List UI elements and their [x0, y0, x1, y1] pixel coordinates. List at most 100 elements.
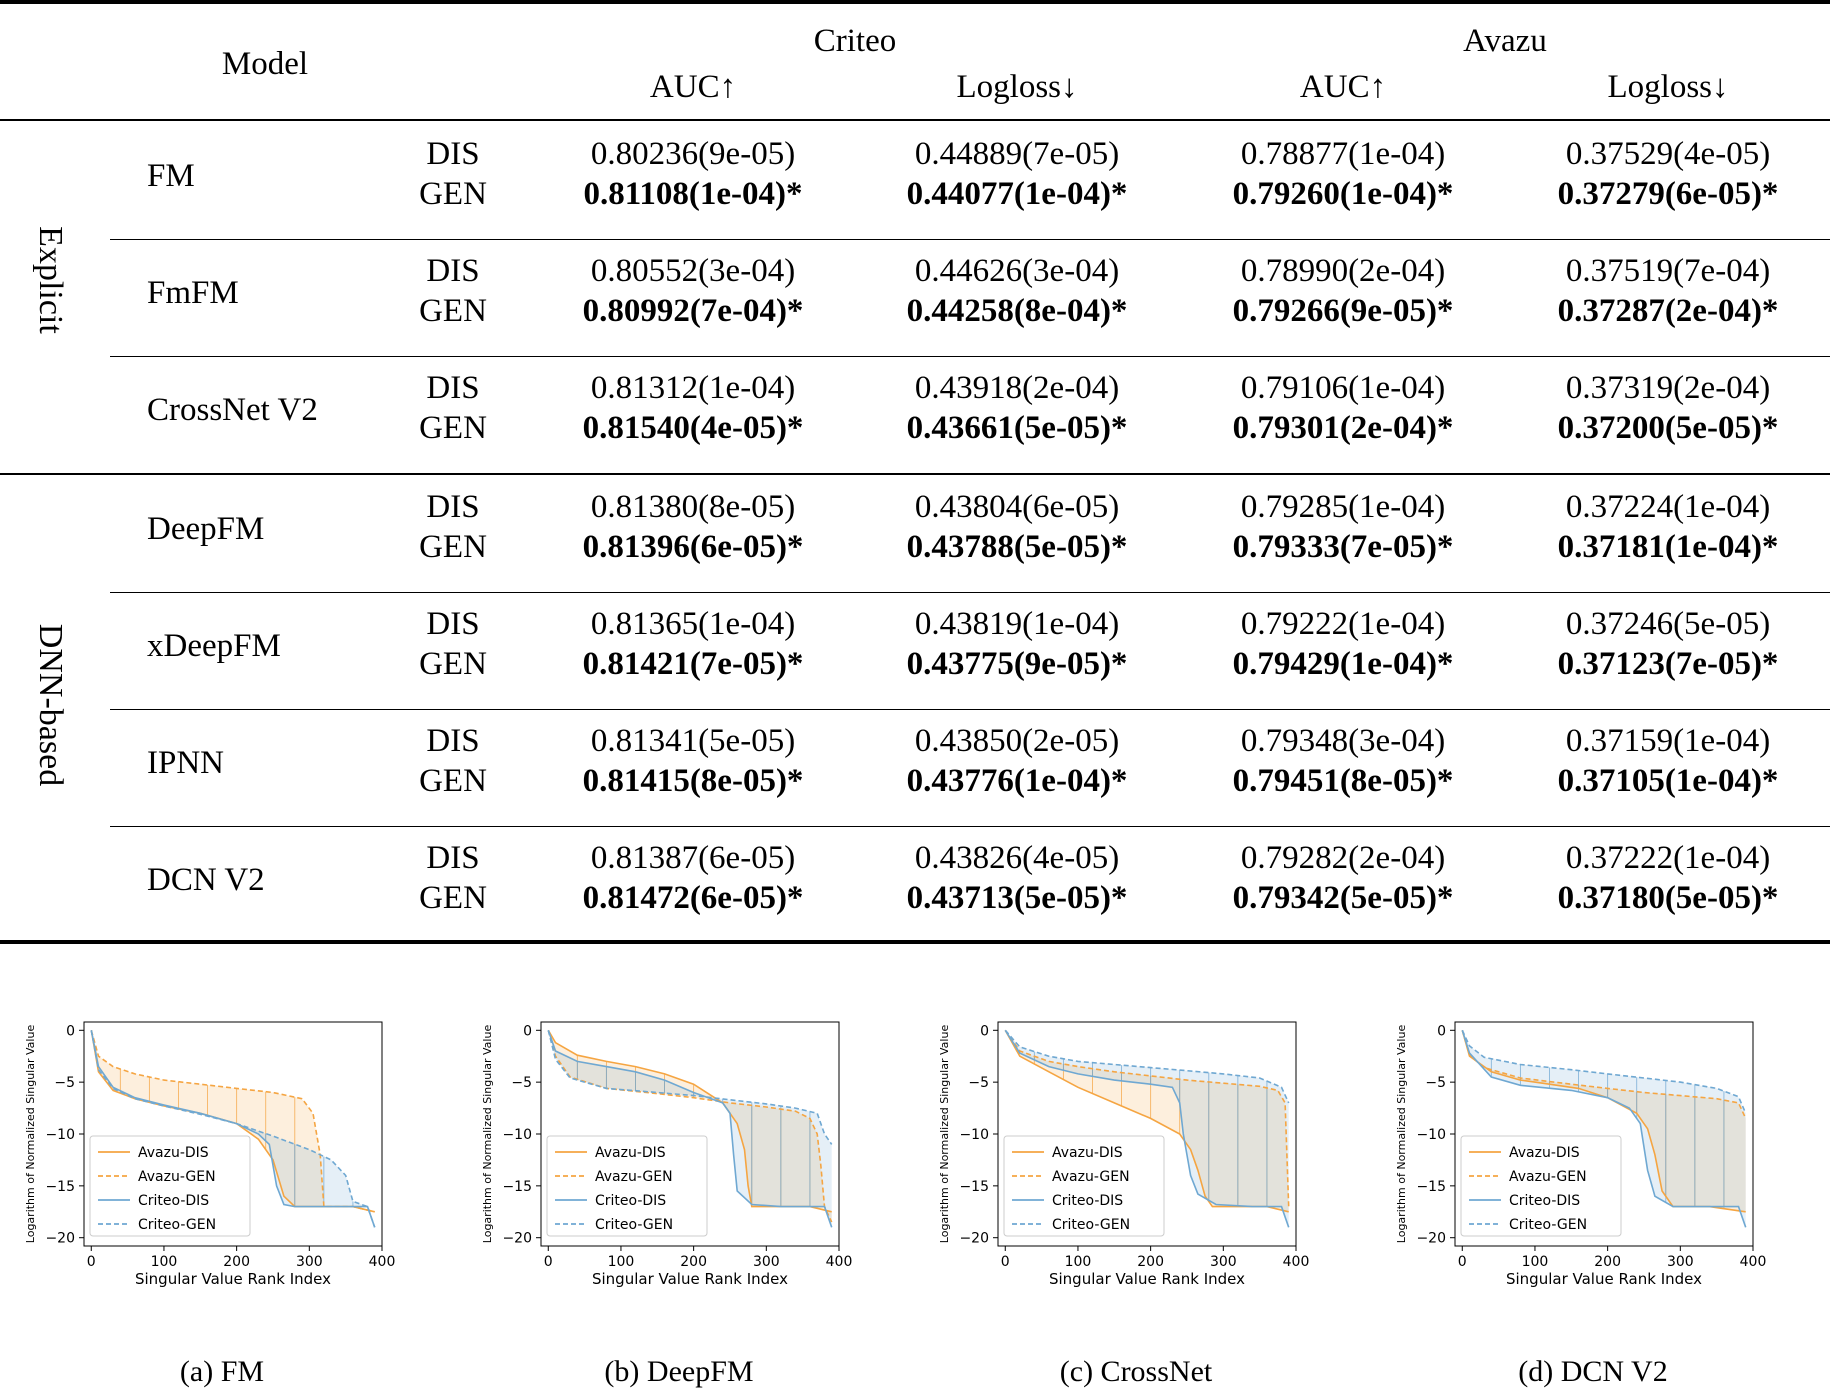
- y-tick-label: −20: [959, 1231, 989, 1247]
- gen-metric-cell: 0.37123(7e-05)*: [1557, 646, 1779, 682]
- dis-metric-cell: 0.43918(2e-04): [914, 370, 1120, 406]
- gen-metric-cell: 0.79266(9e-05)*: [1232, 293, 1454, 329]
- x-tick-label: 300: [1210, 1254, 1237, 1270]
- legend-label: Criteo-DIS: [595, 1193, 666, 1209]
- figure-dcn-v2: 0 100 200 300 400 0 −5 −10 −15 −20 Singular Value …: [1383, 1000, 1783, 1315]
- gen-metric-cell: 0.43775(9e-05)*: [906, 646, 1128, 682]
- y-tick-label: −5: [511, 1075, 532, 1091]
- gen-metric-cell: 0.81421(7e-05)*: [582, 646, 804, 682]
- y-tick-label: −5: [1425, 1075, 1446, 1091]
- gen-variant-label: GEN: [419, 646, 487, 682]
- caption-deepfm: (b) DeepFM: [604, 1355, 754, 1388]
- gen-metric-cell: 0.37200(5e-05)*: [1557, 410, 1779, 446]
- dis-metric-cell: 0.37159(1e-04): [1565, 723, 1771, 759]
- y-axis-label: Logarithm of Normalized Singular Value: [938, 1025, 951, 1244]
- caption-dcn-v2: (d) DCN V2: [1518, 1355, 1668, 1388]
- legend-label: Avazu-DIS: [138, 1145, 209, 1161]
- row-rule: [110, 592, 1830, 593]
- y-tick-label: −15: [502, 1179, 532, 1195]
- singular-value-chart: 0 100 200 300 400 0 −5 −10 −15 −20 Singular Value …: [24, 1021, 395, 1288]
- x-tick-label: 200: [1594, 1254, 1621, 1270]
- dis-metric-cell: 0.37519(7e-04): [1565, 253, 1771, 289]
- x-tick-label: 100: [608, 1254, 635, 1270]
- dis-metric-cell: 0.43850(2e-05): [914, 723, 1120, 759]
- x-tick-label: 400: [1740, 1254, 1767, 1270]
- y-tick-label: −15: [1416, 1179, 1446, 1195]
- y-tick-label: −15: [45, 1179, 75, 1195]
- gen-metric-cell: 0.79429(1e-04)*: [1232, 646, 1454, 682]
- gen-metric-cell: 0.81472(6e-05)*: [582, 880, 804, 916]
- legend-box: [89, 1135, 251, 1237]
- dis-metric-cell: 0.37222(1e-04): [1565, 840, 1771, 876]
- gen-metric-cell: 0.81415(8e-05)*: [582, 763, 804, 799]
- legend-label: Criteo-DIS: [1052, 1193, 1123, 1209]
- dis-metric-cell: 0.43826(4e-05): [914, 840, 1120, 876]
- dis-metric-cell: 0.81380(8e-05): [590, 489, 796, 525]
- dis-metric-cell: 0.80552(3e-04): [590, 253, 796, 289]
- x-tick-label: 200: [1137, 1254, 1164, 1270]
- dis-metric-cell: 0.81312(1e-04): [590, 370, 796, 406]
- figure-crossnet: 0 100 200 300 400 0 −5 −10 −15 −20 Singular Value …: [926, 1000, 1326, 1315]
- gen-variant-label: GEN: [419, 529, 487, 565]
- gen-metric-cell: 0.79301(2e-04)*: [1232, 410, 1454, 446]
- dis-variant-label: DIS: [426, 606, 480, 642]
- x-tick-label: 0: [544, 1254, 553, 1270]
- legend-label: Avazu-DIS: [1052, 1145, 1123, 1161]
- model-name: FM: [147, 158, 195, 194]
- dis-metric-cell: 0.79348(3e-04): [1240, 723, 1446, 759]
- caption-crossnet: (c) CrossNet: [1059, 1355, 1213, 1388]
- series-line: [90, 1030, 375, 1213]
- x-tick-label: 300: [753, 1254, 780, 1270]
- dis-metric-cell: 0.43819(1e-04): [914, 606, 1120, 642]
- model-name: DCN V2: [147, 862, 265, 898]
- dis-variant-label: DIS: [426, 723, 480, 759]
- dis-metric-cell: 0.81365(1e-04): [590, 606, 796, 642]
- row-rule: [110, 239, 1830, 240]
- y-tick-label: 0: [66, 1023, 75, 1039]
- metric-header-criteo-auc: AUC↑: [649, 69, 737, 105]
- dis-metric-cell: 0.78990(2e-04): [1240, 253, 1446, 289]
- series-line: [1004, 1029, 1290, 1207]
- gen-variant-label: GEN: [419, 176, 487, 212]
- group-label-explicit: Explicit: [31, 226, 69, 334]
- x-tick-label: 400: [826, 1254, 853, 1270]
- legend-label: Avazu-DIS: [1509, 1145, 1580, 1161]
- group-rule: [0, 473, 1830, 475]
- singular-value-chart: 0 100 200 300 400 0 −5 −10 −15 −20 Singular Value …: [1395, 1021, 1767, 1288]
- y-tick-label: −10: [959, 1127, 989, 1143]
- y-tick-label: −20: [45, 1231, 75, 1247]
- x-tick-label: 0: [1001, 1254, 1010, 1270]
- legend-box: [1003, 1135, 1165, 1237]
- gen-metric-cell: 0.37181(1e-04)*: [1557, 529, 1779, 565]
- gen-metric-cell: 0.81108(1e-04)*: [583, 176, 803, 212]
- dis-metric-cell: 0.79285(1e-04): [1240, 489, 1446, 525]
- x-tick-label: 0: [87, 1254, 96, 1270]
- caption-fm: (a) FM: [179, 1355, 265, 1388]
- model-name: xDeepFM: [147, 628, 281, 664]
- gen-metric-cell: 0.79342(5e-05)*: [1232, 880, 1454, 916]
- x-tick-label: 100: [151, 1254, 178, 1270]
- y-tick-label: 0: [1437, 1023, 1446, 1039]
- legend-label: Criteo-DIS: [138, 1193, 209, 1209]
- x-axis-label: Singular Value Rank Index: [1506, 1270, 1702, 1288]
- gap-shading: [91, 1030, 375, 1212]
- legend-label: Avazu-GEN: [1052, 1169, 1130, 1185]
- figure-deepfm: 0 100 200 300 400 0 −5 −10 −15 −20 Singular Value …: [469, 1000, 869, 1315]
- x-axis-label: Singular Value Rank Index: [135, 1270, 331, 1288]
- dis-metric-cell: 0.37224(1e-04): [1565, 489, 1771, 525]
- model-name: DeepFM: [147, 511, 265, 547]
- gen-metric-cell: 0.37279(6e-05)*: [1557, 176, 1779, 212]
- x-axis-label: Singular Value Rank Index: [592, 1270, 788, 1288]
- gen-metric-cell: 0.43661(5e-05)*: [906, 410, 1128, 446]
- group-label-dnn-based: DNN-based: [32, 623, 70, 787]
- gen-metric-cell: 0.37180(5e-05)*: [1557, 880, 1779, 916]
- legend-label: Criteo-GEN: [1052, 1217, 1130, 1233]
- gen-metric-cell: 0.43788(5e-05)*: [906, 529, 1128, 565]
- dis-metric-cell: 0.81387(6e-05): [590, 840, 796, 876]
- series-line: [1461, 1029, 1747, 1114]
- x-tick-label: 100: [1522, 1254, 1549, 1270]
- gen-variant-label: GEN: [419, 880, 487, 916]
- x-tick-label: 300: [1667, 1254, 1694, 1270]
- dis-metric-cell: 0.78877(1e-04): [1240, 136, 1446, 172]
- gen-variant-label: GEN: [419, 293, 487, 329]
